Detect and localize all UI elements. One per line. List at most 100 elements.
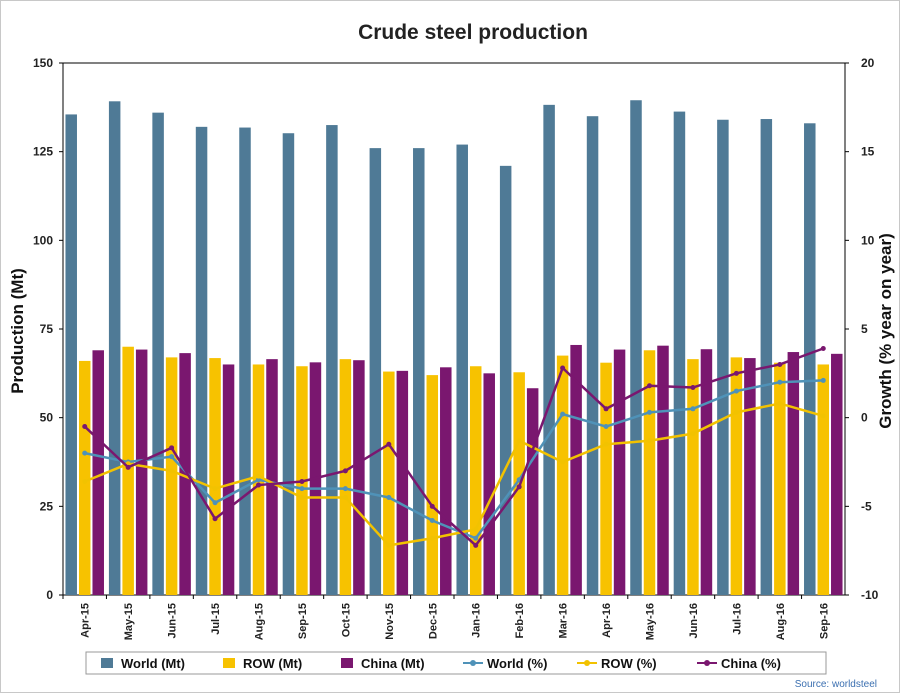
point-china-may-16	[647, 383, 652, 389]
point-world-aug-16	[777, 379, 783, 385]
legend-swatch-world-mt	[101, 658, 113, 668]
bar-china-mt-mar-16	[570, 344, 582, 595]
bar-china-mt-aug-15	[266, 359, 278, 595]
legend-marker-china	[704, 660, 710, 666]
legend-label-world-mt: World (Mt)	[121, 656, 185, 671]
bar-world-mt-jun-16	[673, 111, 686, 596]
bar-china-mt-sep-16	[831, 353, 843, 595]
point-row-mar-16	[560, 459, 566, 465]
bar-world-mt-jul-16	[717, 119, 729, 595]
bar-world-mt-apr-15	[65, 114, 77, 595]
bar-row-mt-jul-16	[730, 357, 743, 595]
left-axis-ticks: 0 25 50 75 100 125 150	[33, 56, 63, 602]
bar-row-mt-dec-15	[426, 375, 439, 595]
line-china	[83, 347, 824, 548]
x-tick-label-jan-16: Jan-16	[471, 603, 483, 638]
bar-china-mt-jun-15	[179, 353, 191, 595]
legend-label-row-mt: ROW (Mt)	[243, 656, 302, 671]
bar-world-mt-nov-15	[369, 148, 382, 595]
bar-china-mt-may-15	[135, 349, 148, 595]
x-tick-label-aug-16: Aug-16	[775, 603, 787, 640]
legend: World (Mt) ROW (Mt) China (Mt) World (%) ROW…	[85, 651, 827, 675]
bar-china-mt-oct-15	[353, 360, 365, 595]
x-tick-label-may-16: May-16	[645, 603, 657, 640]
point-china-feb-16	[516, 484, 522, 490]
legend-label-row: ROW (%)	[601, 656, 657, 671]
x-axis-ticks: Apr-15 May-15 Jun-15 Jul-15 Aug-15 Sep-15 Oct-…	[62, 595, 830, 640]
x-tick-label-oct-15: Oct-15	[340, 603, 352, 637]
point-row-sep-15	[299, 494, 305, 500]
x-tick-label-feb-16: Feb-16	[514, 603, 526, 638]
left-tick-label: 75	[40, 322, 54, 336]
point-china-jul-15	[212, 516, 218, 522]
point-world-aug-15	[256, 477, 261, 483]
point-world-nov-15	[386, 494, 392, 500]
bar-world-mt-mar-16	[543, 104, 555, 595]
right-tick-label: 20	[861, 56, 875, 70]
point-row-oct-15	[342, 494, 348, 500]
point-world-jul-16	[733, 388, 739, 394]
bar-china-mt-jan-16	[483, 373, 495, 595]
point-china-sep-15	[299, 479, 305, 485]
point-china-apr-16	[603, 406, 609, 412]
x-tick-label-nov-15: Nov-15	[384, 603, 396, 640]
bar-world-mt-jun-15	[152, 112, 164, 596]
bar-row-mt-may-16	[643, 350, 656, 595]
point-china-jun-16	[690, 385, 696, 391]
point-row-jan-16	[473, 526, 479, 532]
line-group	[82, 346, 826, 548]
line-row	[84, 402, 824, 547]
point-china-nov-15	[386, 441, 392, 447]
point-china-aug-15	[256, 482, 261, 488]
bar-china-mt-apr-16	[613, 349, 626, 595]
left-tick-label: 25	[40, 499, 54, 513]
x-tick-label-jun-16: Jun-16	[688, 603, 700, 638]
bar-china-mt-apr-15	[92, 350, 104, 595]
bar-row-mt-sep-16	[817, 364, 830, 595]
x-tick-label-jun-15: Jun-15	[167, 603, 179, 638]
bar-row-mt-jun-16	[687, 359, 699, 595]
point-china-jun-15	[169, 445, 175, 451]
right-tick-label: 0	[861, 411, 868, 425]
point-world-jan-16	[473, 535, 479, 541]
point-row-aug-16	[777, 400, 783, 406]
legend-marker-row	[584, 660, 590, 666]
right-axis-ticks: -10 -5 0 5 10 15 20	[845, 56, 879, 602]
bar-row-mt-apr-16	[600, 362, 612, 595]
y-axis-label-left: Production (Mt)	[8, 268, 27, 394]
legend-label-china: China (%)	[721, 656, 781, 671]
point-world-sep-16	[820, 377, 826, 383]
bar-row-mt-aug-16	[774, 362, 786, 595]
bar-world-mt-sep-15	[282, 133, 295, 595]
bar-row-mt-apr-15	[78, 360, 91, 595]
point-row-apr-15	[82, 479, 88, 485]
bar-world-mt-feb-16	[499, 165, 512, 595]
bar-china-mt-jul-15	[222, 364, 235, 595]
bar-world-mt-dec-15	[413, 148, 425, 595]
point-china-jul-16	[733, 370, 739, 376]
right-tick-label: 5	[861, 322, 868, 336]
left-tick-label: 150	[33, 56, 53, 70]
legend-swatch-china-mt	[341, 658, 353, 668]
point-china-dec-15	[429, 503, 435, 509]
bar-world-mt-aug-15	[239, 127, 251, 596]
x-tick-label-apr-16: Apr-16	[601, 603, 613, 638]
point-world-apr-16	[603, 424, 609, 430]
point-china-oct-15	[342, 468, 348, 474]
bar-row-mt-mar-16	[556, 355, 569, 595]
chart-title: Crude steel production	[358, 21, 588, 44]
left-tick-label: 50	[40, 411, 54, 425]
bar-row-mt-oct-15	[339, 359, 352, 595]
x-tick-label-mar-16: Mar-16	[558, 603, 570, 638]
legend-label-world: World (%)	[487, 656, 547, 671]
left-tick-label: 125	[33, 145, 53, 159]
point-row-nov-15	[386, 542, 392, 548]
legend-swatch-row-mt	[223, 658, 235, 668]
x-tick-label-apr-15: Apr-15	[80, 603, 92, 638]
bar-world-mt-jul-15	[195, 126, 208, 595]
x-tick-label-aug-15: Aug-15	[254, 603, 266, 640]
point-world-may-16	[647, 409, 652, 415]
right-tick-label: 10	[861, 233, 875, 247]
bar-row-mt-jul-15	[209, 358, 221, 595]
point-row-aug-15	[256, 473, 261, 479]
